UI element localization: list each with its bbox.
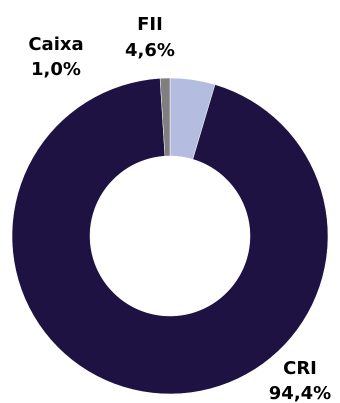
label-caixa-value: 1,0% xyxy=(31,59,81,80)
donut-slices xyxy=(12,78,328,394)
label-cri: CRI 94,4% xyxy=(269,358,331,403)
label-caixa: Caixa 1,0% xyxy=(28,34,83,80)
label-caixa-name: Caixa xyxy=(28,34,83,55)
label-cri-name: CRI xyxy=(283,358,317,379)
label-fii-value: 4,6% xyxy=(125,40,175,61)
label-fii: FII 4,6% xyxy=(125,14,175,61)
label-fii-name: FII xyxy=(137,14,163,35)
label-cri-value: 94,4% xyxy=(269,383,331,403)
